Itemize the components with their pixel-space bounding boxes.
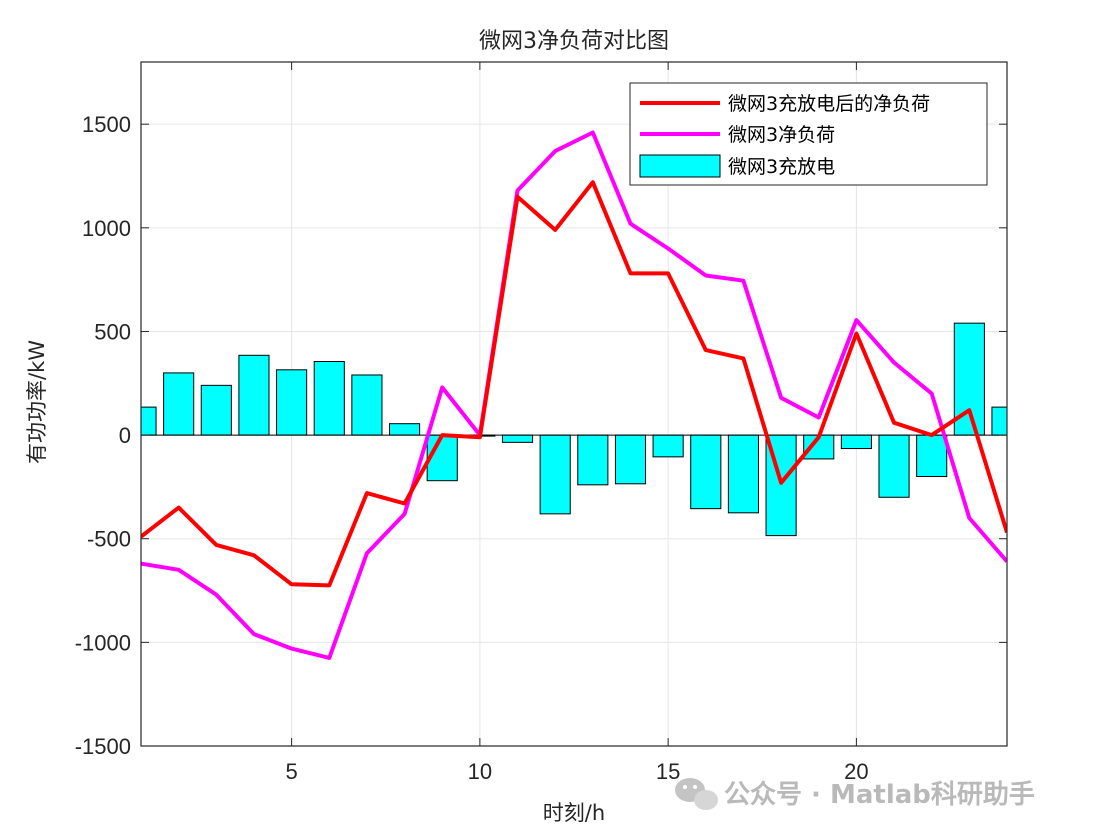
bar-hour-3 — [200, 384, 232, 436]
bar-hour-17 — [727, 434, 759, 514]
y-axis-ticks: -1500 -1000 -500 0 500 1000 1500 — [75, 112, 1007, 759]
bar-hour-21 — [878, 434, 910, 498]
y-tick-label: 1500 — [82, 112, 131, 137]
bar-hour-8 — [389, 423, 421, 436]
y-tick-label: 0 — [119, 423, 131, 448]
x-axis-label: 时刻/h — [543, 801, 605, 825]
watermark-text: 公众号 · Matlab科研助手 — [724, 780, 1035, 810]
y-axis-label: 有功功率/kW — [25, 340, 49, 464]
bar-hour-20 — [840, 434, 872, 450]
legend: 微网3充放电后的净负荷 微网3净负荷 微网3充放电 — [629, 82, 988, 186]
x-tick-label: 15 — [656, 759, 680, 784]
x-tick-label: 10 — [468, 759, 492, 784]
line-net-load-after-charge — [141, 180, 1007, 588]
line-series — [141, 130, 1007, 660]
x-tick-label: 20 — [844, 759, 868, 784]
bar-hour-4 — [238, 354, 270, 436]
legend-swatch-charge-discharge — [639, 154, 721, 178]
legend-label-net-load-after: 微网3充放电后的净负荷 — [728, 93, 930, 115]
bar-hour-2 — [163, 372, 195, 436]
line-net-load — [141, 130, 1007, 660]
y-tick-label: 500 — [94, 319, 131, 344]
y-tick-label: 1000 — [82, 216, 131, 241]
bar-hour-9 — [426, 434, 458, 482]
bar-hour-7 — [351, 374, 383, 436]
bar-hour-12 — [539, 434, 571, 515]
bar-hour-6 — [313, 361, 345, 436]
y-tick-label: -1500 — [75, 734, 131, 759]
legend-label-net-load: 微网3净负荷 — [728, 124, 835, 146]
watermark: 公众号 · Matlab科研助手 — [675, 778, 1035, 810]
axes-frame — [140, 61, 1008, 747]
bar-hour-24 — [991, 406, 1007, 436]
bar-hour-11 — [501, 434, 534, 443]
bar-hour-13 — [577, 434, 609, 486]
wechat-icon — [675, 778, 718, 810]
bar-hour-14 — [614, 434, 647, 485]
y-tick-label: -1000 — [75, 630, 131, 655]
legend-label-charge-discharge: 微网3充放电 — [728, 156, 835, 178]
y-tick-label: -500 — [87, 527, 131, 552]
bar-hour-16 — [690, 434, 722, 510]
bar-hour-15 — [652, 434, 684, 458]
x-axis-ticks: 5 10 15 20 — [285, 62, 869, 784]
bar-series — [141, 322, 1007, 537]
bar-hour-5 — [276, 369, 308, 436]
x-tick-label: 5 — [285, 759, 297, 784]
bar-hour-22 — [916, 434, 948, 478]
chart-title: 微网3净负荷对比图 — [479, 29, 669, 54]
